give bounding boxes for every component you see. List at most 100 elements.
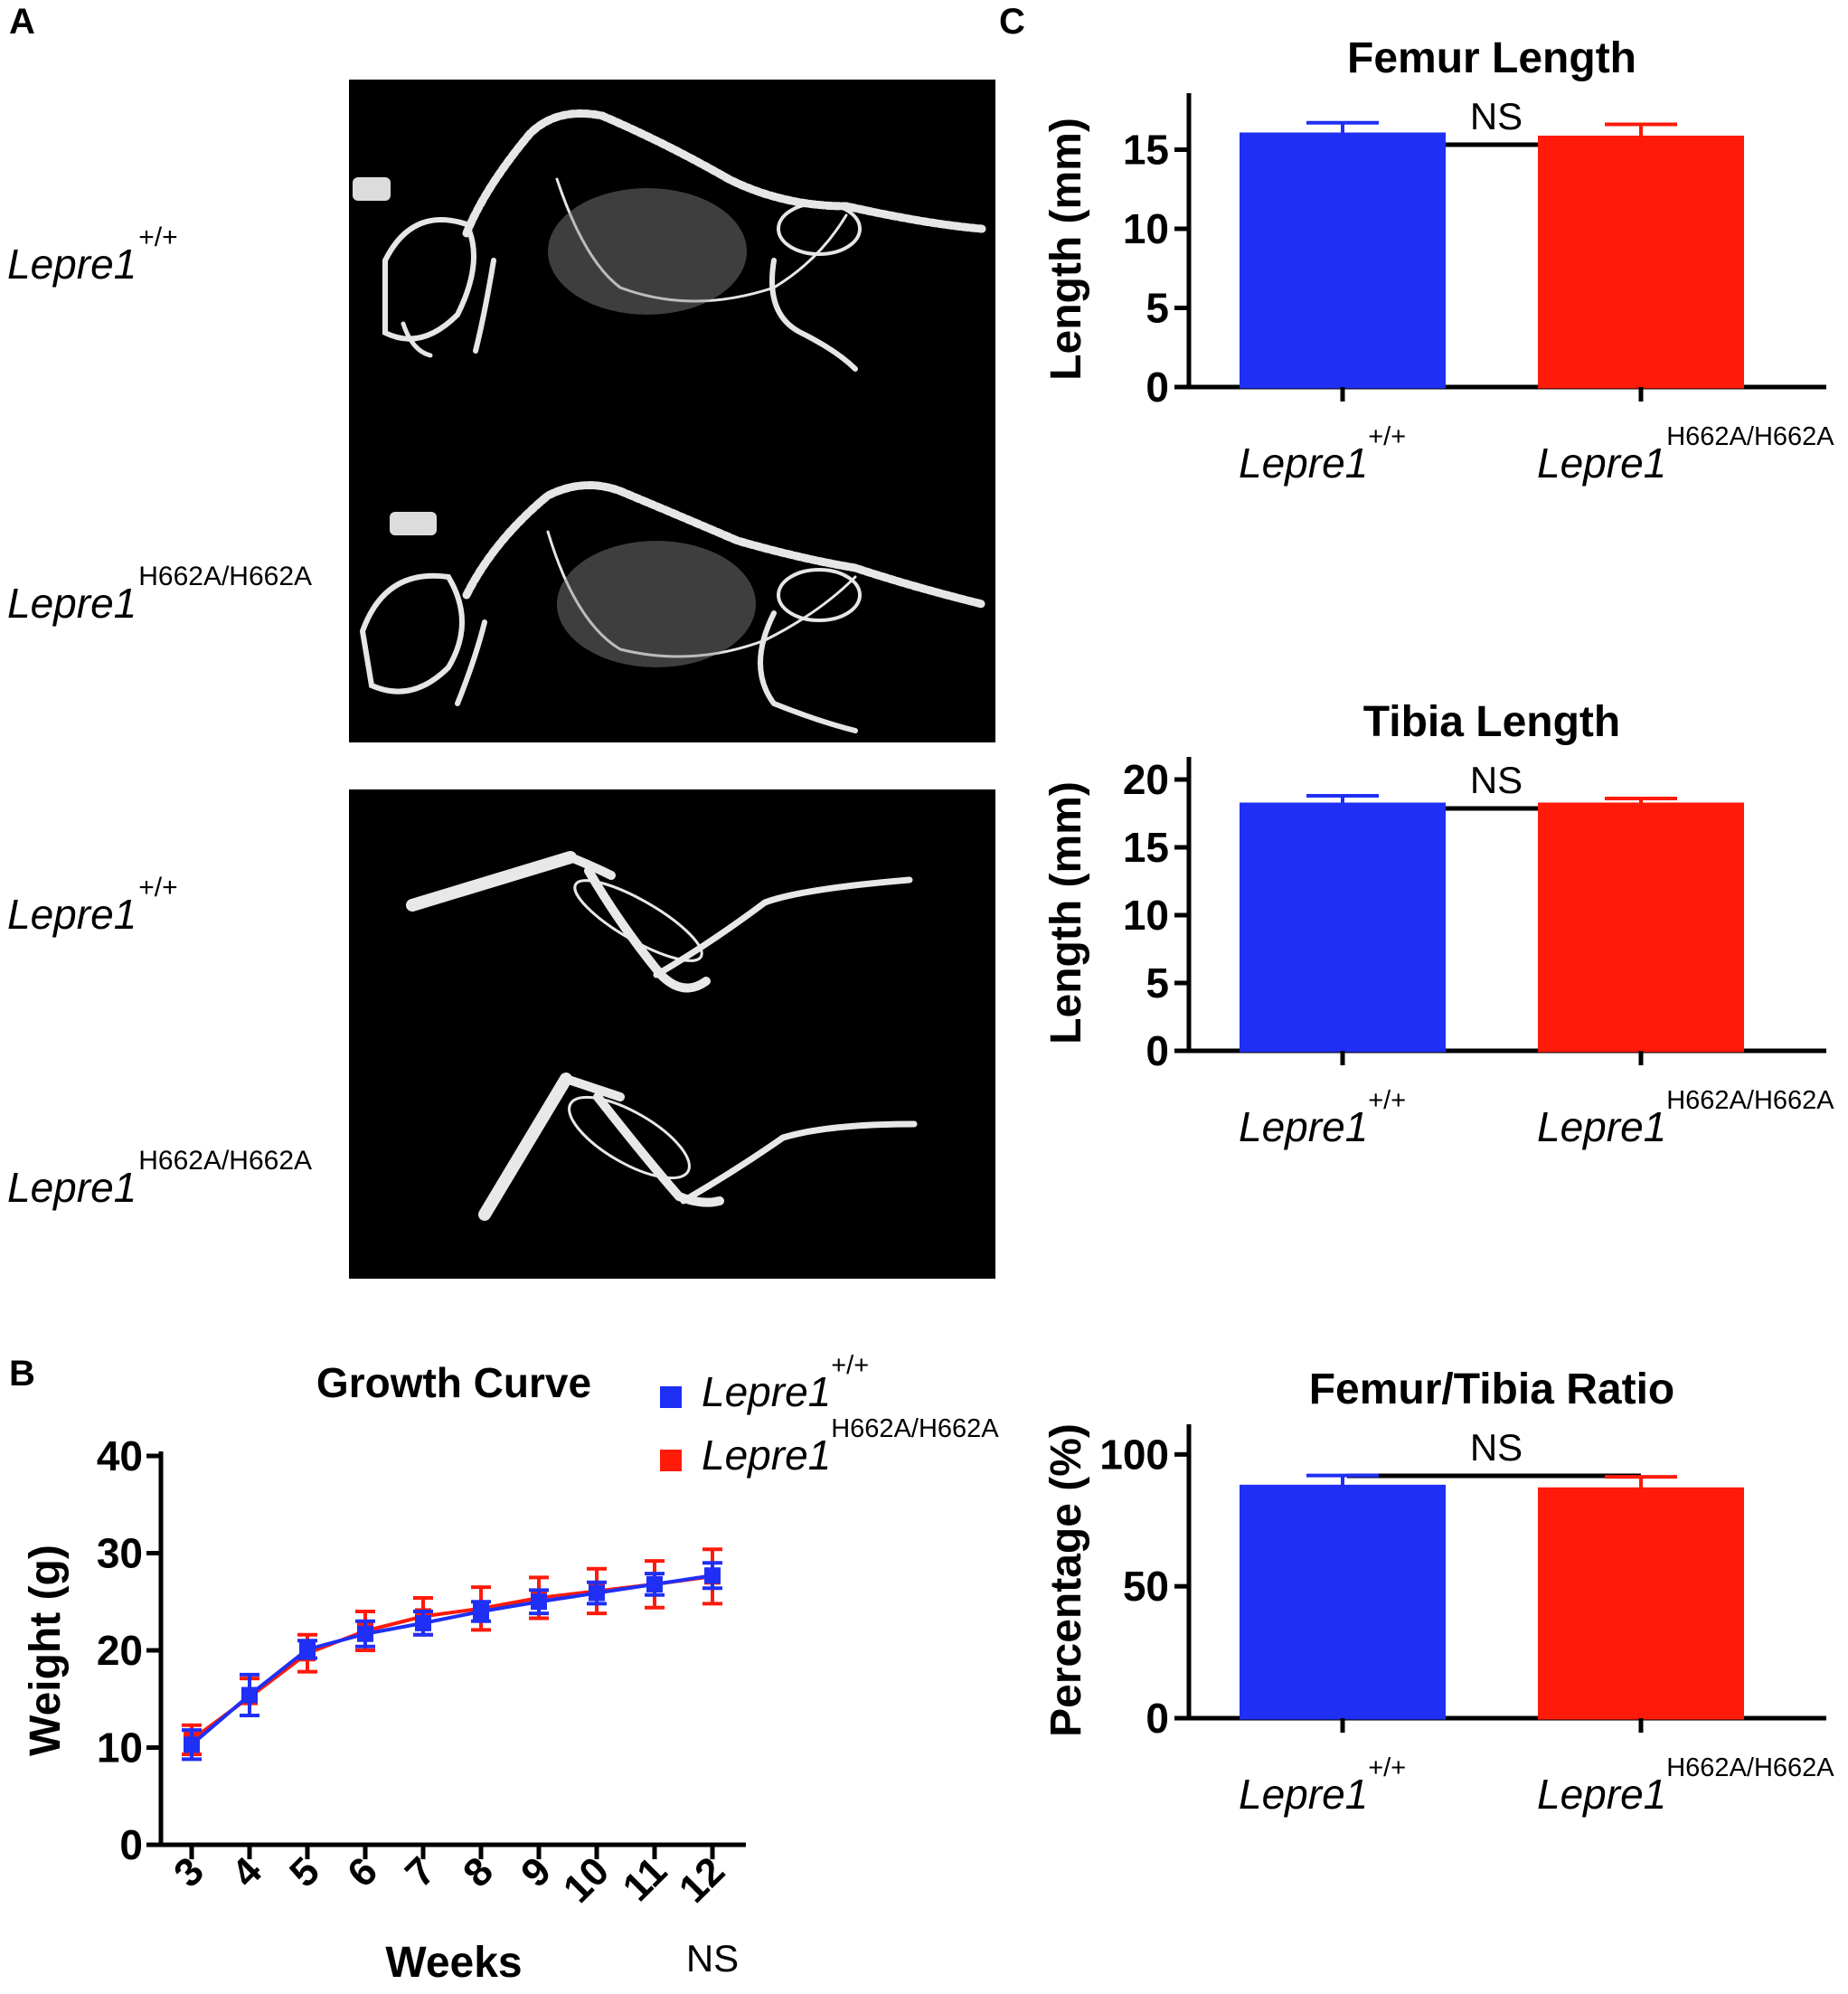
- bar: [1538, 136, 1744, 389]
- y-tick-label: 0: [1146, 1695, 1169, 1742]
- genotype-name: Lepre1: [1537, 1103, 1666, 1150]
- legend-marker: [660, 1386, 682, 1408]
- y-tick-label: 0: [1146, 1027, 1169, 1074]
- series-line: [190, 1574, 713, 1742]
- y-tick-label: 0: [119, 1821, 143, 1868]
- legend-marker: [660, 1450, 682, 1471]
- significance-label: NS: [1470, 759, 1523, 801]
- x-tick-label: 11: [615, 1848, 676, 1910]
- x-tick-label: 12: [671, 1848, 733, 1911]
- x-tick-label: Lepre1+/+: [1239, 1753, 1406, 1818]
- significance-label: NS: [1470, 95, 1523, 137]
- genotype-superscript: +/+: [831, 1351, 869, 1380]
- x-tick-label: 10: [555, 1848, 618, 1911]
- y-tick-label: 5: [1146, 959, 1169, 1006]
- data-point: [473, 1603, 489, 1620]
- xray-label-mutant-body: Lepre1H662A/H662A: [7, 562, 312, 628]
- xray-label-wildtype-body: Lepre1+/+: [7, 222, 178, 288]
- data-point: [241, 1687, 258, 1704]
- x-tick-label: 6: [339, 1848, 386, 1895]
- hindlimb-xray-image: [349, 789, 995, 1279]
- genotype-name: Lepre1: [1239, 1771, 1368, 1818]
- y-tick-label: 15: [1123, 127, 1169, 174]
- x-tick-label: 5: [281, 1848, 328, 1895]
- y-tick-label: 20: [1123, 756, 1169, 803]
- bar: [1538, 802, 1744, 1053]
- legend-label: Lepre1H662A/H662A: [702, 1414, 999, 1479]
- genotype-name: Lepre1: [702, 1368, 831, 1415]
- genotype-superscript: +/+: [138, 222, 178, 252]
- panel-label-c: C: [999, 2, 1025, 42]
- y-tick-label: 10: [1123, 205, 1169, 252]
- y-tick-label: 50: [1123, 1563, 1169, 1610]
- data-point: [704, 1567, 721, 1584]
- x-axis-label: Weeks: [385, 1939, 522, 1987]
- xray-label-mutant-limb: Lepre1H662A/H662A: [7, 1146, 312, 1212]
- bar: [1240, 802, 1446, 1053]
- legend-label: Lepre1+/+: [702, 1351, 869, 1415]
- panel-label-a: A: [9, 2, 35, 42]
- genotype-name: Lepre1: [1537, 1771, 1666, 1818]
- y-axis-label: Weight (g): [22, 1545, 70, 1756]
- data-point: [646, 1575, 663, 1592]
- data-point: [415, 1614, 431, 1631]
- bar: [1538, 1487, 1744, 1720]
- y-tick-label: 10: [1123, 892, 1169, 939]
- y-tick-label: 100: [1099, 1431, 1169, 1478]
- x-tick-label: 7: [397, 1848, 444, 1895]
- series-group: [182, 1547, 722, 1757]
- genotype-superscript: +/+: [1368, 1753, 1406, 1782]
- y-tick-label: 5: [1146, 285, 1169, 332]
- genotype-name: Lepre1: [1537, 439, 1666, 487]
- genotype-superscript: +/+: [1368, 1086, 1406, 1115]
- xray-label-wildtype-limb: Lepre1+/+: [7, 873, 178, 939]
- bar: [1240, 132, 1446, 389]
- y-tick-label: 30: [97, 1530, 143, 1577]
- xray-skeleton-drawing: [353, 109, 986, 733]
- x-tick-label: 8: [455, 1848, 502, 1895]
- genotype-superscript: H662A/H662A: [1666, 1753, 1834, 1782]
- genotype-superscript: H662A/H662A: [831, 1414, 999, 1443]
- significance-label: NS: [686, 1937, 739, 1980]
- chart-title: Femur/Tibia Ratio: [1309, 1366, 1675, 1413]
- series-line: [190, 1573, 713, 1746]
- y-axis-label: Length (mm): [1042, 781, 1090, 1044]
- genotype-name: Lepre1: [7, 580, 137, 627]
- data-point: [589, 1584, 605, 1602]
- xray-limb-drawing: [406, 851, 918, 1221]
- genotype-superscript: H662A/H662A: [1666, 422, 1834, 451]
- chart-title: Tibia Length: [1363, 698, 1620, 746]
- bar: [1240, 1484, 1446, 1720]
- x-tick-label: Lepre1H662A/H662A: [1537, 1753, 1834, 1818]
- genotype-superscript: +/+: [1368, 422, 1406, 451]
- genotype-superscript: H662A/H662A: [1666, 1086, 1834, 1115]
- y-axis-label: Length (mm): [1042, 118, 1090, 381]
- panel-label-b: B: [9, 1354, 35, 1394]
- whole-body-xray-image: [349, 80, 995, 742]
- genotype-name: Lepre1: [702, 1432, 831, 1479]
- x-tick-label: Lepre1+/+: [1239, 1086, 1406, 1150]
- significance-label: NS: [1470, 1426, 1523, 1469]
- genotype-name: Lepre1: [7, 1164, 137, 1211]
- x-tick-label: Lepre1H662A/H662A: [1537, 422, 1834, 487]
- genotype-superscript: +/+: [138, 873, 178, 902]
- genotype-superscript: H662A/H662A: [138, 1146, 313, 1176]
- x-tick-label: Lepre1+/+: [1239, 422, 1406, 487]
- series-group: [182, 1561, 722, 1762]
- genotype-superscript: H662A/H662A: [138, 562, 313, 591]
- genotype-name: Lepre1: [7, 891, 137, 938]
- y-axis-label: Percentage (%): [1042, 1423, 1090, 1737]
- data-point: [299, 1640, 316, 1658]
- x-tick-label: 9: [513, 1848, 560, 1895]
- genotype-name: Lepre1: [1239, 1103, 1368, 1150]
- data-point: [184, 1736, 200, 1753]
- data-point: [531, 1593, 547, 1611]
- y-tick-label: 15: [1123, 824, 1169, 871]
- x-tick-label: 3: [165, 1848, 212, 1895]
- data-point: [357, 1625, 373, 1642]
- y-tick-label: 0: [1146, 364, 1169, 411]
- chart-title: Femur Length: [1347, 34, 1636, 82]
